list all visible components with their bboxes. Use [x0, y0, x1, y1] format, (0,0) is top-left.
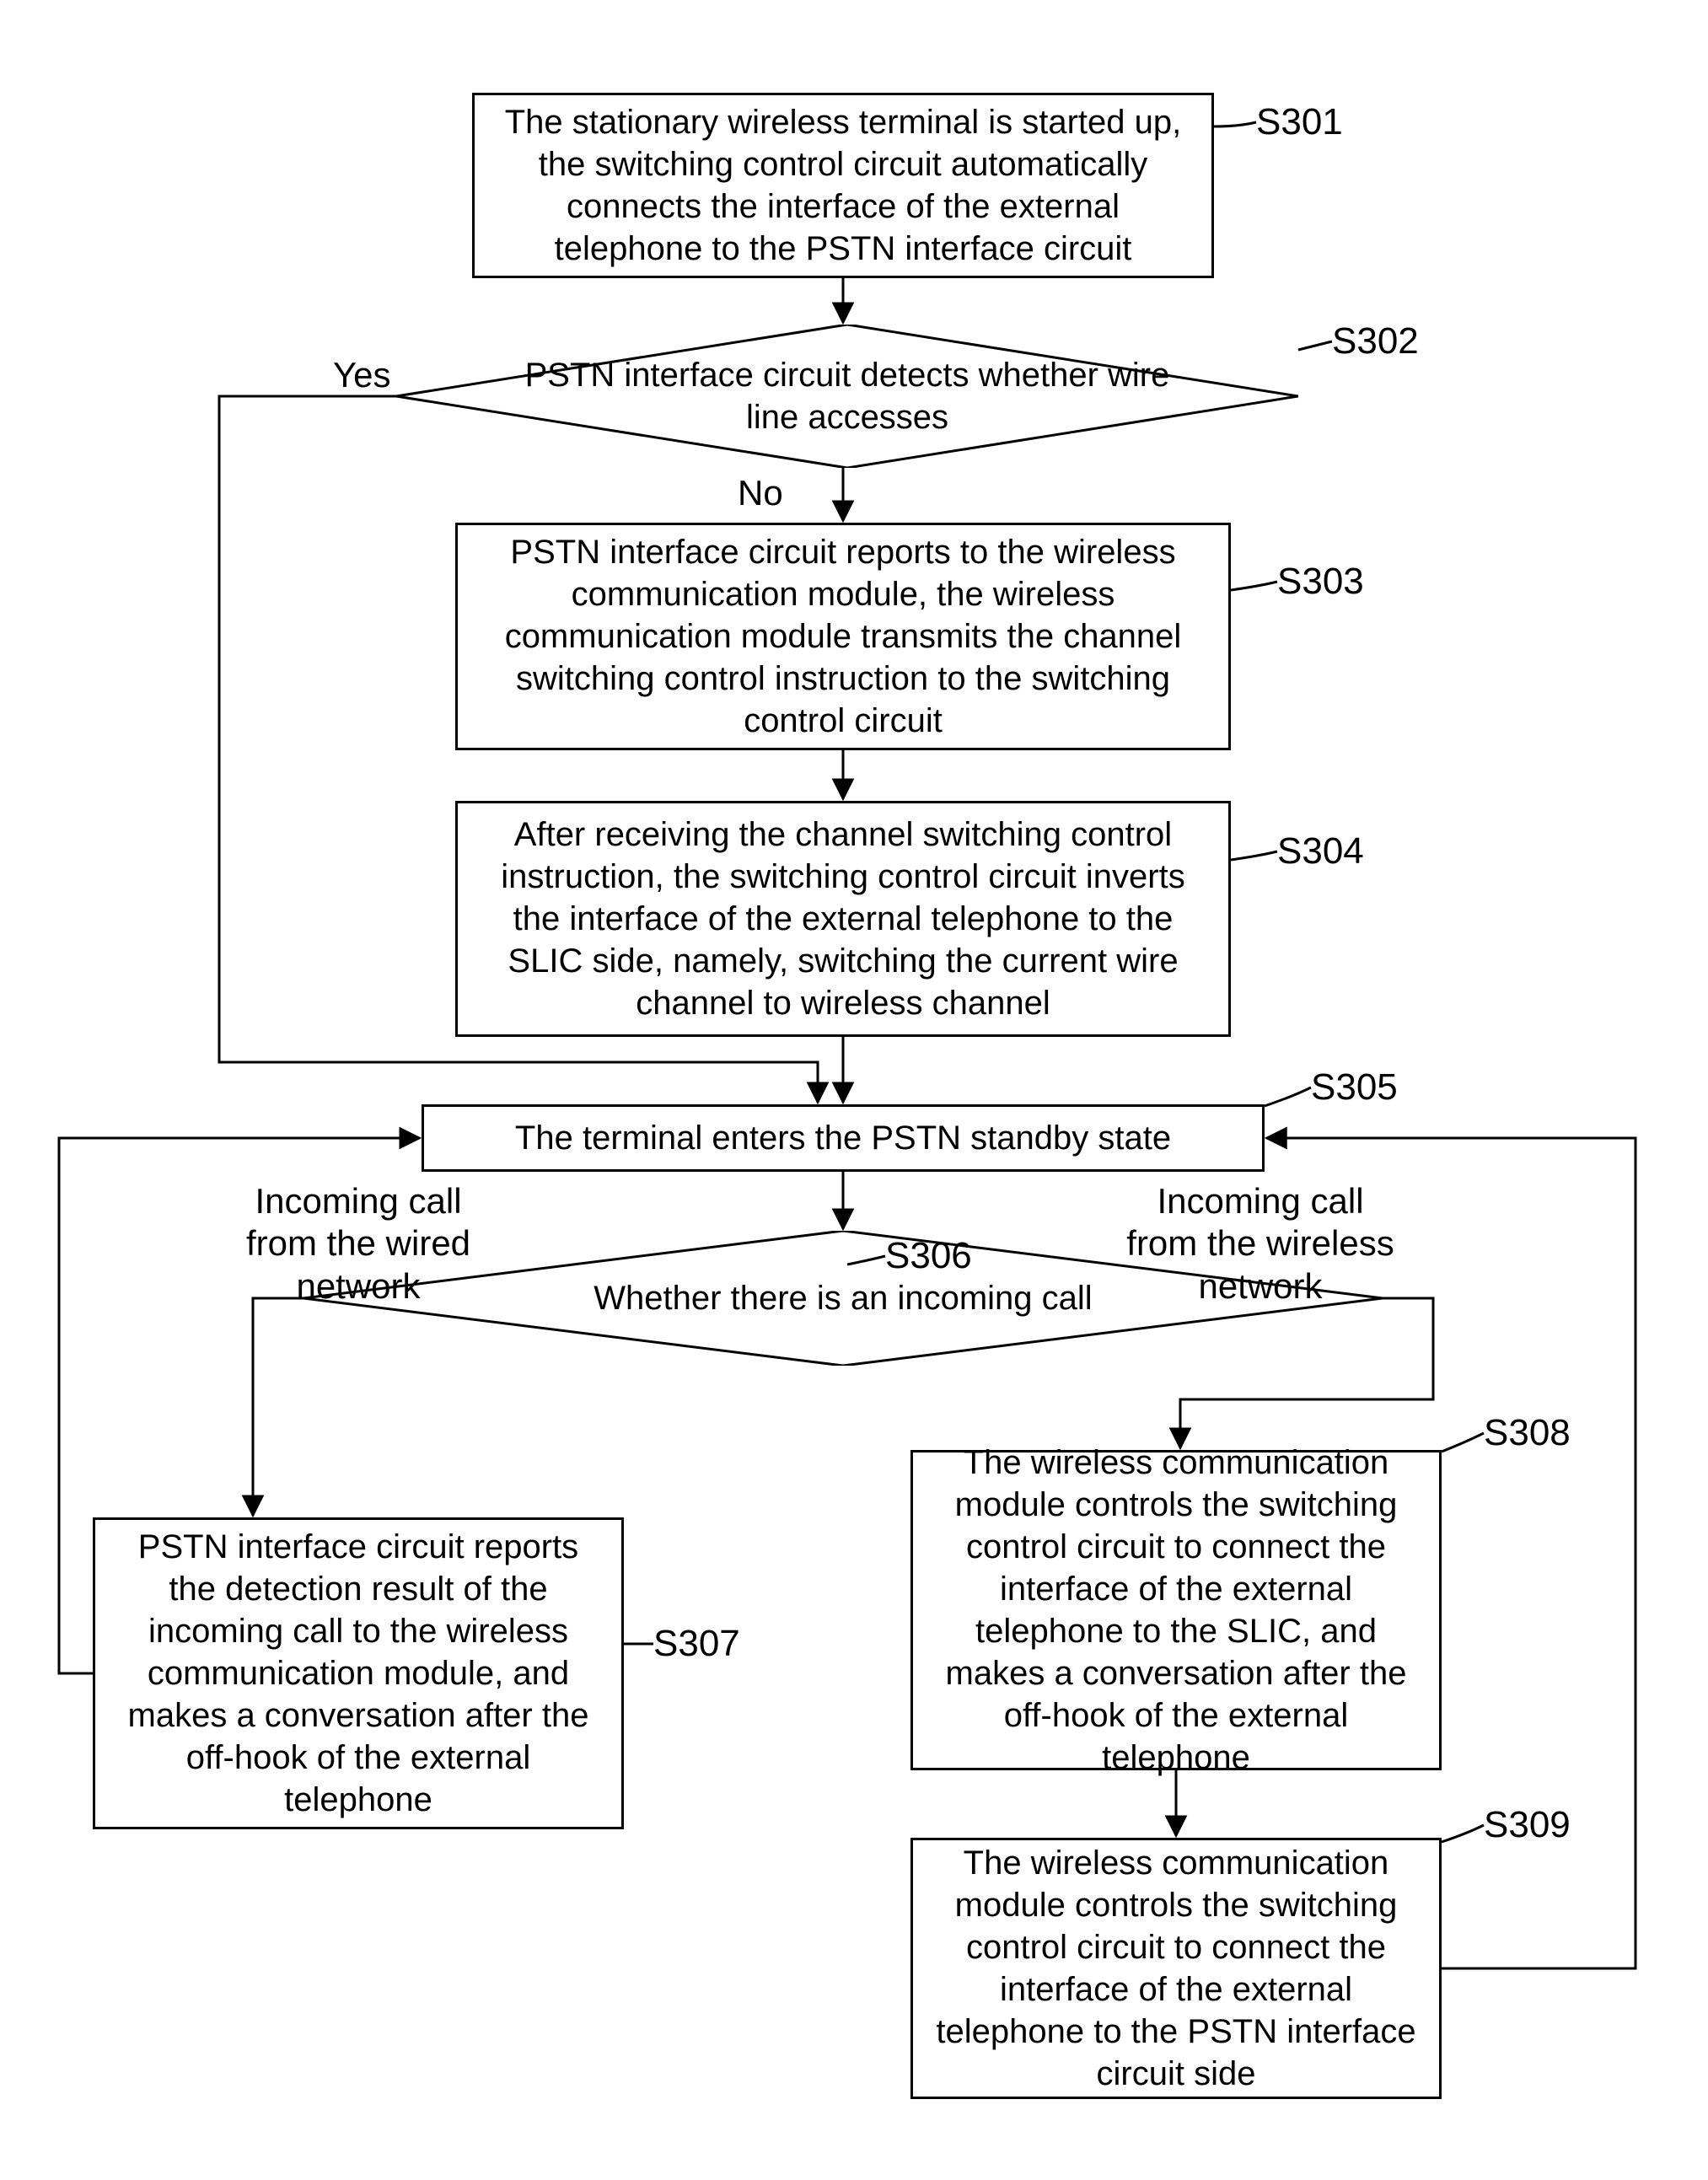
node-s305: The terminal enters the PSTN standby sta… [422, 1104, 1265, 1172]
node-s308-text: The wireless communication module contro… [928, 1442, 1424, 1779]
label-s302: S302 [1332, 320, 1419, 362]
label-s303: S303 [1277, 561, 1364, 603]
node-s301: The stationary wireless terminal is star… [472, 93, 1214, 278]
node-s306-text: Whether there is an incoming call [594, 1277, 1092, 1319]
node-s304: After receiving the channel switching co… [455, 801, 1231, 1037]
flowchart-canvas: The stationary wireless terminal is star… [0, 0, 1708, 2180]
node-s307-text: PSTN interface circuit reports the detec… [110, 1526, 606, 1821]
label-s307: S307 [653, 1623, 740, 1665]
node-s307: PSTN interface circuit reports the detec… [93, 1517, 624, 1829]
edge-label-no: No [738, 472, 783, 514]
edge-label-yes: Yes [333, 354, 391, 396]
node-s303: PSTN interface circuit reports to the wi… [455, 523, 1231, 750]
label-s306: S306 [885, 1235, 972, 1277]
label-s301: S301 [1256, 101, 1343, 143]
label-s304: S304 [1277, 830, 1364, 873]
edge-label-wireless: Incoming call from the wireless network [1117, 1180, 1404, 1307]
label-s305: S305 [1311, 1066, 1398, 1109]
node-s305-text: The terminal enters the PSTN standby sta… [515, 1117, 1171, 1159]
node-s301-text: The stationary wireless terminal is star… [490, 101, 1196, 270]
node-s304-text: After receiving the channel switching co… [473, 813, 1213, 1024]
label-s309: S309 [1484, 1804, 1571, 1846]
node-s303-text: PSTN interface circuit reports to the wi… [473, 531, 1213, 742]
node-s308: The wireless communication module contro… [910, 1450, 1442, 1770]
node-s309: The wireless communication module contro… [910, 1838, 1442, 2099]
label-s308: S308 [1484, 1412, 1571, 1454]
edge-label-wired: Incoming call from the wired network [232, 1180, 485, 1307]
node-s309-text: The wireless communication module contro… [928, 1842, 1424, 2095]
node-s302-text: PSTN interface circuit detects whether w… [497, 354, 1197, 438]
node-s302: PSTN interface circuit detects whether w… [396, 325, 1298, 468]
